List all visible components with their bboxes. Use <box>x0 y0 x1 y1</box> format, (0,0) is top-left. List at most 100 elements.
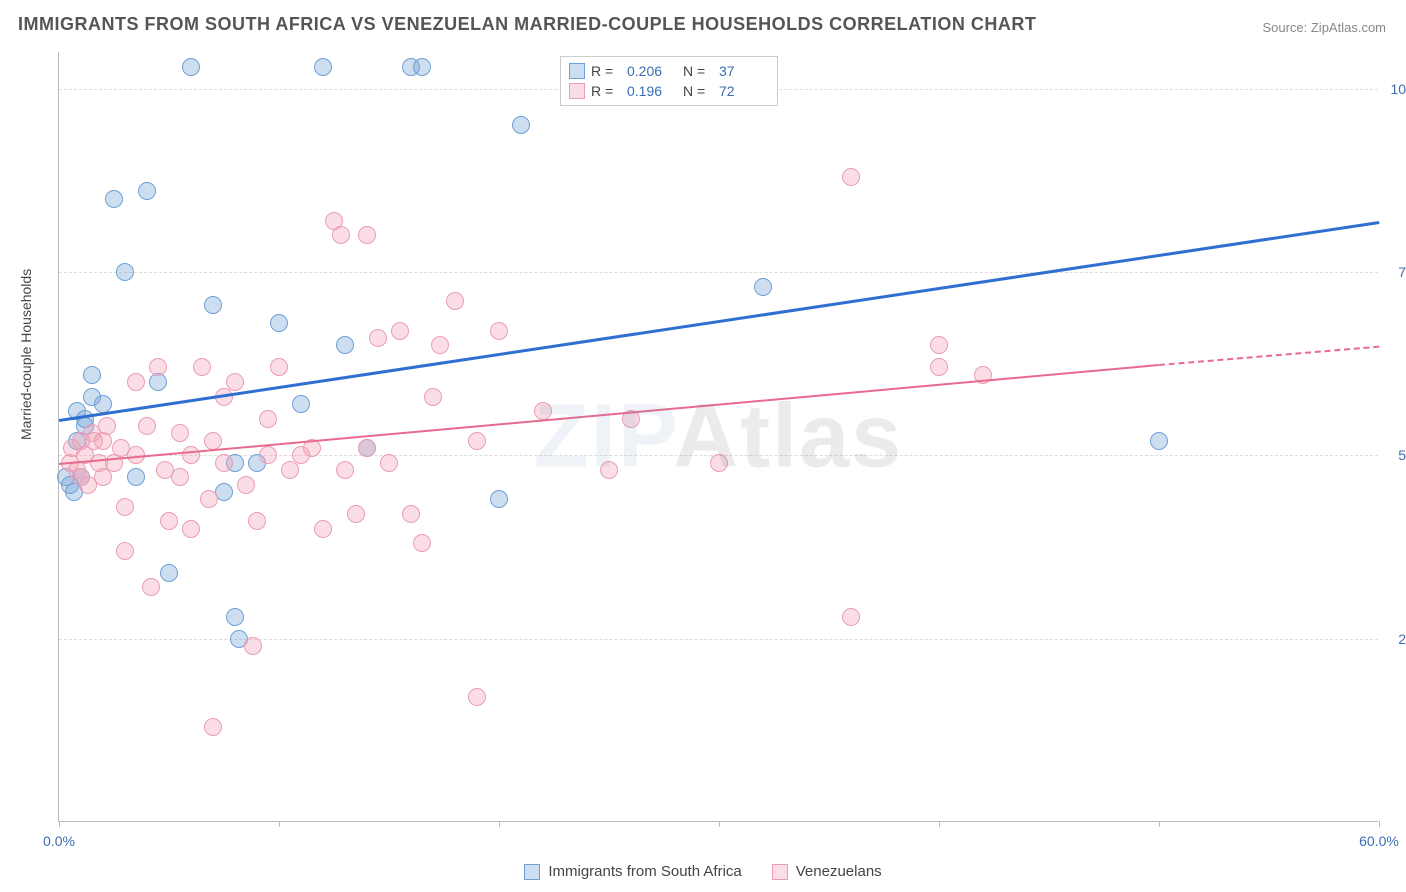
data-point <box>930 336 948 354</box>
legend-bottom-item: Immigrants from South Africa <box>524 863 741 880</box>
data-point <box>380 454 398 472</box>
watermark: ZIPAtlas <box>534 385 903 488</box>
data-point <box>237 476 255 494</box>
data-point <box>413 534 431 552</box>
data-point <box>248 512 266 530</box>
legend-swatch <box>569 63 585 79</box>
source-attribution: Source: ZipAtlas.com <box>1262 20 1386 35</box>
data-point <box>259 410 277 428</box>
data-point <box>754 278 772 296</box>
data-point <box>204 296 222 314</box>
legend-r-value: 0.206 <box>627 63 677 79</box>
data-point <box>160 564 178 582</box>
data-point <box>314 520 332 538</box>
x-tick-mark <box>1159 821 1160 827</box>
trend-line <box>59 364 1159 465</box>
legend-swatch <box>569 83 585 99</box>
data-point <box>347 505 365 523</box>
y-tick-label: 100.0% <box>1383 81 1406 97</box>
legend-swatch <box>772 864 788 880</box>
data-point <box>413 58 431 76</box>
data-point <box>138 182 156 200</box>
legend-top-row: R =0.196N =72 <box>569 81 769 101</box>
data-point <box>270 314 288 332</box>
x-tick-mark <box>59 821 60 827</box>
x-tick-mark <box>939 821 940 827</box>
data-point <box>182 58 200 76</box>
data-point <box>336 336 354 354</box>
y-tick-label: 25.0% <box>1383 631 1406 647</box>
data-point <box>1150 432 1168 450</box>
data-point <box>490 490 508 508</box>
data-point <box>182 446 200 464</box>
legend-swatch <box>524 864 540 880</box>
legend-top-row: R =0.206N =37 <box>569 61 769 81</box>
data-point <box>244 637 262 655</box>
data-point <box>142 578 160 596</box>
data-point <box>204 432 222 450</box>
x-tick-mark <box>1379 821 1380 827</box>
x-tick-mark <box>499 821 500 827</box>
data-point <box>369 329 387 347</box>
scatter-chart: ZIPAtlas 25.0%50.0%75.0%100.0%0.0%60.0% <box>58 52 1378 822</box>
data-point <box>149 358 167 376</box>
data-point <box>259 446 277 464</box>
data-point <box>160 512 178 530</box>
legend-n-value: 37 <box>719 63 769 79</box>
chart-title: IMMIGRANTS FROM SOUTH AFRICA VS VENEZUEL… <box>18 14 1036 35</box>
data-point <box>600 461 618 479</box>
data-point <box>226 373 244 391</box>
x-tick-label: 60.0% <box>1359 833 1399 849</box>
legend-series-label: Immigrants from South Africa <box>548 863 741 880</box>
data-point <box>270 358 288 376</box>
legend-series-label: Venezuelans <box>796 863 882 880</box>
data-point <box>171 468 189 486</box>
data-point <box>83 366 101 384</box>
data-point <box>424 388 442 406</box>
data-point <box>182 520 200 538</box>
data-point <box>127 373 145 391</box>
data-point <box>226 608 244 626</box>
data-point <box>842 168 860 186</box>
data-point <box>105 190 123 208</box>
data-point <box>391 322 409 340</box>
y-tick-label: 50.0% <box>1383 447 1406 463</box>
data-point <box>446 292 464 310</box>
x-tick-mark <box>719 821 720 827</box>
data-point <box>402 505 420 523</box>
data-point <box>332 226 350 244</box>
data-point <box>314 58 332 76</box>
data-point <box>171 424 189 442</box>
data-point <box>116 542 134 560</box>
data-point <box>116 498 134 516</box>
data-point <box>138 417 156 435</box>
series-legend: Immigrants from South Africa Venezuelans <box>0 863 1406 880</box>
y-tick-label: 75.0% <box>1383 264 1406 280</box>
data-point <box>710 454 728 472</box>
correlation-legend: R =0.206N =37R =0.196N =72 <box>560 56 778 106</box>
x-tick-mark <box>279 821 280 827</box>
data-point <box>336 461 354 479</box>
x-tick-label: 0.0% <box>43 833 75 849</box>
data-point <box>292 395 310 413</box>
legend-r-label: R = <box>591 63 621 79</box>
legend-r-value: 0.196 <box>627 83 677 99</box>
data-point <box>215 454 233 472</box>
data-point <box>468 432 486 450</box>
data-point <box>193 358 211 376</box>
data-point <box>116 263 134 281</box>
data-point <box>200 490 218 508</box>
data-point <box>512 116 530 134</box>
data-point <box>431 336 449 354</box>
legend-bottom-item: Venezuelans <box>772 863 882 880</box>
data-point <box>358 439 376 457</box>
data-point <box>281 461 299 479</box>
y-axis-title: Married-couple Households <box>18 269 34 440</box>
data-point <box>468 688 486 706</box>
data-point <box>98 417 116 435</box>
legend-r-label: R = <box>591 83 621 99</box>
data-point <box>204 718 222 736</box>
legend-n-value: 72 <box>719 83 769 99</box>
data-point <box>930 358 948 376</box>
watermark-part2: Atlas <box>673 386 903 486</box>
